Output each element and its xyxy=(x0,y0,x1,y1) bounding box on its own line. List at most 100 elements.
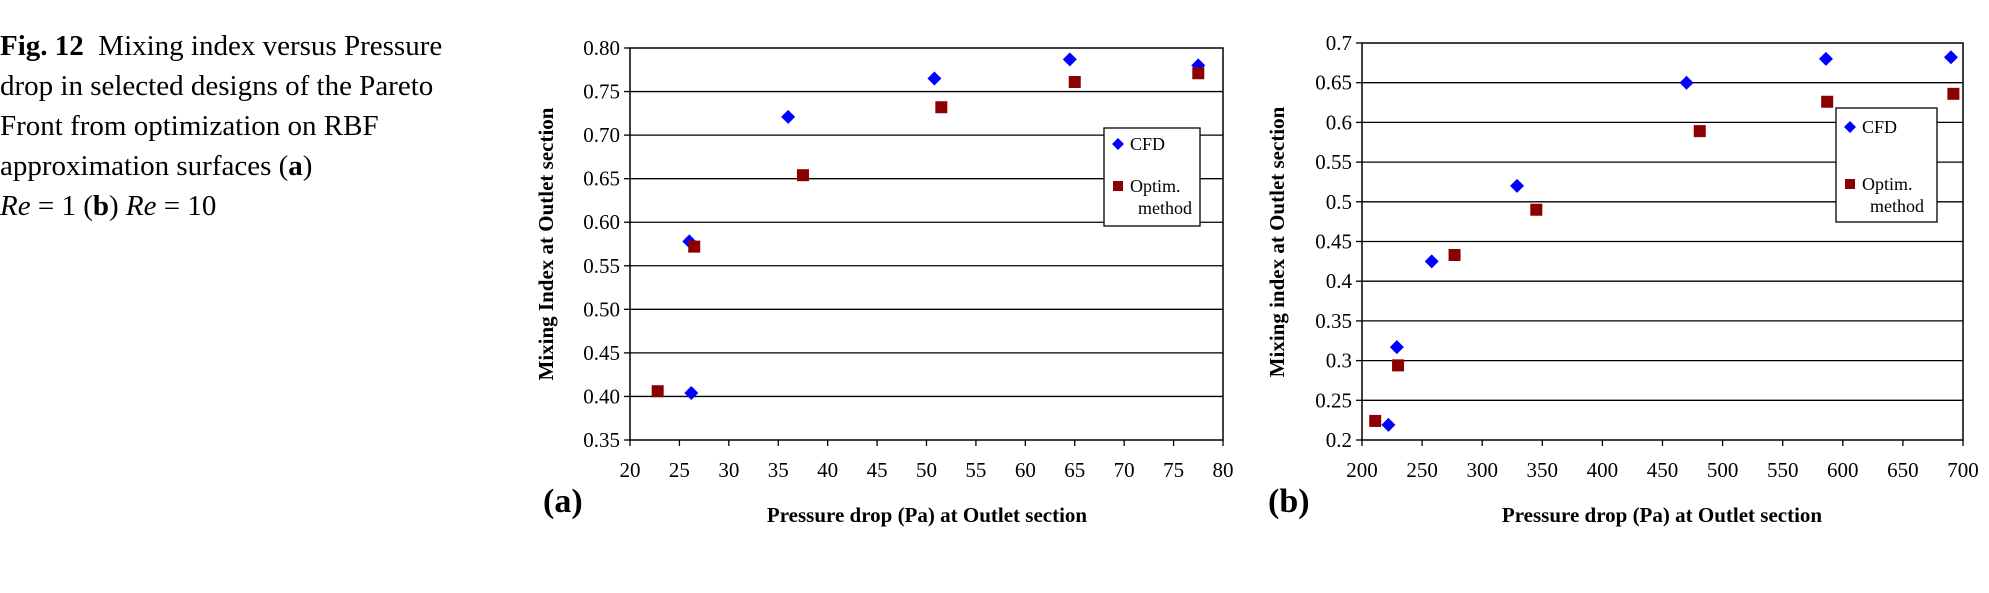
y-tick-label: 0.7 xyxy=(1326,31,1352,55)
caption-sep-1: ) xyxy=(302,150,313,182)
x-tick-label: 450 xyxy=(1647,458,1679,482)
chart-a: 0.35 0.40 0.45 0.50 0.55 0.60 0.65 0.70 0.75 0.80… xyxy=(534,36,1234,527)
y-tick-label: 0.40 xyxy=(583,384,620,408)
cfd-point xyxy=(684,385,699,400)
y-tick-label: 0.3 xyxy=(1326,349,1352,373)
x-tick-label: 80 xyxy=(1213,458,1234,482)
y-axis-title: Mixing Index at Outlet section xyxy=(534,107,558,380)
figure-number: Fig. 12 xyxy=(0,30,84,62)
y-tick-label: 0.75 xyxy=(583,80,620,104)
caption-text: Mixing index versus Pressure drop in sel… xyxy=(0,30,443,182)
x-tick-label: 55 xyxy=(965,458,986,482)
optim-point xyxy=(796,169,809,182)
x-tick-label: 35 xyxy=(768,458,789,482)
caption-b: b xyxy=(92,190,109,222)
caption-sep-2: ) xyxy=(109,190,126,222)
y-tick-label: 0.80 xyxy=(583,36,620,60)
optim-point xyxy=(1392,359,1405,372)
legend-optim-marker xyxy=(1113,181,1123,191)
x-tick-label: 60 xyxy=(1015,458,1036,482)
legend-label: Optim. xyxy=(1130,176,1181,196)
legend-optim-marker xyxy=(1845,179,1855,189)
x-tick-label: 250 xyxy=(1406,458,1438,482)
cfd-point xyxy=(1381,417,1396,432)
optim-point xyxy=(1530,203,1543,216)
cfd-point xyxy=(1389,340,1404,355)
x-tick-label: 600 xyxy=(1827,458,1859,482)
y-tick-label: 0.35 xyxy=(1315,309,1352,333)
legend-label: method xyxy=(1138,198,1192,218)
x-tick-label: 350 xyxy=(1527,458,1559,482)
cfd-point xyxy=(1424,254,1439,269)
x-axis-title: Pressure drop (Pa) at Outlet section xyxy=(1502,503,1823,527)
optim-point xyxy=(651,385,664,398)
y-tick-label: 0.50 xyxy=(583,297,620,321)
y-tick-label: 0.6 xyxy=(1326,110,1352,134)
chart-b: 0.2 0.25 0.3 0.35 0.4 0.45 0.5 0.55 0.6 0.65 0.7 20… xyxy=(1265,31,1979,527)
cfd-point xyxy=(1679,75,1694,90)
optim-point xyxy=(1448,248,1461,261)
y-tick-label: 0.60 xyxy=(583,210,620,234)
legend-label: Optim. xyxy=(1862,174,1913,194)
x-tick-label: 20 xyxy=(620,458,641,482)
y-tick-label: 0.65 xyxy=(583,167,620,191)
y-tick-label: 0.45 xyxy=(583,341,620,365)
y-tick-label: 0.2 xyxy=(1326,428,1352,452)
cfd-point xyxy=(1818,51,1833,66)
legend-cfd-marker xyxy=(1112,138,1124,150)
y-tick-label: 0.55 xyxy=(583,254,620,278)
caption-re-2: Re xyxy=(125,190,157,222)
y-tick-label: 0.4 xyxy=(1326,269,1353,293)
x-tick-label: 500 xyxy=(1707,458,1739,482)
x-tick-label: 200 xyxy=(1346,458,1378,482)
cfd-point xyxy=(781,109,796,124)
x-tick-label: 30 xyxy=(718,458,739,482)
legend-cfd-marker xyxy=(1844,121,1856,133)
legend: CFD Optim.method xyxy=(1835,107,1938,223)
y-tick-label: 0.5 xyxy=(1326,190,1352,214)
x-tick-label: 550 xyxy=(1767,458,1799,482)
caption-re-1: Re xyxy=(0,190,31,222)
plot-frame xyxy=(629,47,1224,441)
x-tick-label: 25 xyxy=(669,458,690,482)
optim-point xyxy=(1369,414,1382,427)
optim-point xyxy=(1947,87,1960,100)
legend: CFD Optim.method xyxy=(1103,127,1201,227)
caption-eq-1: = 1 ( xyxy=(30,190,93,222)
x-tick-label: 650 xyxy=(1887,458,1919,482)
optim-point xyxy=(935,101,948,114)
cfd-point xyxy=(1510,178,1525,193)
x-tick-label: 700 xyxy=(1947,458,1979,482)
plot-frame xyxy=(1361,42,1964,441)
cfd-point xyxy=(1943,50,1958,65)
optim-point xyxy=(1693,125,1706,138)
caption-eq-2: = 10 xyxy=(156,190,217,222)
x-tick-label: 40 xyxy=(817,458,838,482)
optim-point xyxy=(1192,67,1205,80)
legend-label: CFD xyxy=(1862,117,1897,137)
y-tick-label: 0.45 xyxy=(1315,230,1352,254)
panel-label: (b) xyxy=(1268,483,1310,520)
panel-label: (a) xyxy=(543,483,583,520)
legend-label: method xyxy=(1870,196,1924,216)
cfd-point xyxy=(1062,52,1077,67)
y-tick-label: 0.65 xyxy=(1315,71,1352,95)
optim-point xyxy=(1068,75,1081,88)
optim-point xyxy=(1821,95,1834,108)
x-tick-label: 70 xyxy=(1114,458,1135,482)
y-tick-label: 0.25 xyxy=(1315,388,1352,412)
x-axis-title: Pressure drop (Pa) at Outlet section xyxy=(767,503,1088,527)
x-tick-label: 400 xyxy=(1587,458,1619,482)
figure-caption: Fig. 12 Mixing index versus Pressure dro… xyxy=(0,26,470,226)
x-tick-label: 50 xyxy=(916,458,937,482)
y-tick-label: 0.55 xyxy=(1315,150,1352,174)
x-tick-label: 45 xyxy=(867,458,888,482)
legend-label: CFD xyxy=(1130,134,1165,154)
caption-a: a xyxy=(288,150,303,182)
cfd-point xyxy=(927,71,942,86)
x-tick-label: 300 xyxy=(1466,458,1498,482)
y-tick-label: 0.70 xyxy=(583,123,620,147)
y-axis-title: Mixing index at Outlet section xyxy=(1265,106,1289,377)
optim-point xyxy=(688,240,701,253)
